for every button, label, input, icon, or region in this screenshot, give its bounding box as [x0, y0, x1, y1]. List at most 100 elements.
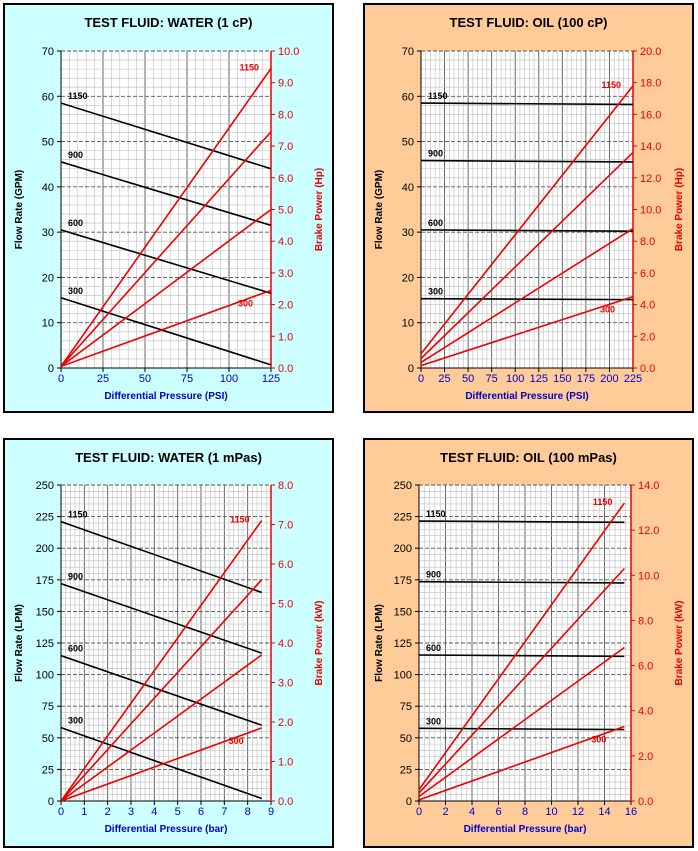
y2-tick-label: 20.0	[640, 46, 661, 58]
x-tick-label: 0	[58, 373, 64, 385]
x-tick-label: 1	[81, 806, 87, 818]
x-tick-label: 25	[438, 373, 450, 385]
chart-panel-oil-lpm: TEST FLUID: OIL (100 mPas) 0 2 4 6 8 10 12 14 16 0…	[363, 438, 694, 848]
x-tick-label: 225	[624, 373, 642, 385]
chart-title: TEST FLUID: WATER (1 cP)	[84, 15, 252, 30]
x-tick-label: 4	[151, 806, 157, 818]
power-label-bottom: 300	[229, 736, 244, 746]
x-tick-label: 10	[545, 806, 557, 818]
power-label-top: 1150	[593, 497, 613, 507]
y-tick-label: 40	[42, 182, 54, 194]
flow-line-300	[61, 726, 262, 800]
y-tick-label: 70	[402, 46, 414, 58]
y-axis-label: Flow Rate (LPM)	[14, 604, 25, 682]
y-tick-label: 60	[402, 91, 414, 103]
power-line-300	[61, 289, 271, 368]
y-tick-label: 50	[400, 733, 412, 745]
y2-axis-label: Brake Power (Hp)	[314, 168, 325, 251]
flow-label-1150: 1150	[426, 509, 446, 519]
y-tick-label: 50	[402, 137, 414, 149]
y-tick-label: 10	[402, 318, 414, 330]
y-tick-label: 25	[400, 764, 412, 776]
y2-tick-label: 12.0	[638, 525, 659, 537]
y-tick-label: 60	[42, 91, 54, 103]
power-line-900	[421, 151, 633, 360]
flow-line-900	[61, 161, 271, 227]
y2-tick-label: 6.0	[278, 173, 293, 185]
x-tick-label: 2	[442, 806, 448, 818]
y-tick-label: 250	[394, 480, 412, 492]
power-line-900	[61, 579, 263, 801]
power-line-1150	[421, 85, 633, 355]
y-tick-label: 10	[42, 318, 54, 330]
flow-label-600: 600	[68, 218, 83, 228]
flow-line-300	[419, 727, 625, 731]
flow-line-900	[61, 582, 262, 654]
flow-line-600	[421, 229, 633, 233]
y-tick-label: 20	[42, 272, 54, 284]
y-tick-label: 50	[42, 733, 54, 745]
flow-label-600: 600	[426, 643, 441, 653]
y-tick-label: 100	[36, 670, 54, 682]
flow-line-1150	[419, 520, 625, 524]
y2-tick-label: 2.0	[278, 300, 293, 312]
x-tick-label: 0	[416, 806, 422, 818]
plot-area	[421, 51, 633, 368]
flow-line-300	[421, 297, 633, 301]
power-line-300	[61, 727, 262, 801]
flow-label-1150: 1150	[68, 91, 88, 101]
flow-label-600: 600	[428, 218, 443, 228]
chart-panel-water-gpm: TEST FLUID: WATER (1 cP) 0 25 50 75 100 125 0 10…	[3, 3, 334, 413]
y2-tick-label: 8.0	[278, 480, 293, 492]
y-tick-label: 150	[394, 606, 412, 618]
chart-panel-oil-gpm: TEST FLUID: OIL (100 cP) 0 25 50 75 100 125 150…	[363, 3, 694, 413]
x-axis-label: Differential Pressure (PSI)	[465, 391, 588, 402]
power-line-300	[419, 725, 625, 801]
y2-tick-label: 8.0	[640, 236, 655, 248]
chart-title: TEST FLUID: OIL (100 mPas)	[440, 450, 617, 465]
y2-tick-label: 2.0	[638, 751, 653, 763]
x-tick-label: 6	[198, 806, 204, 818]
power-line-600	[419, 646, 625, 798]
flow-line-300	[61, 297, 271, 366]
x-tick-label: 2	[105, 806, 111, 818]
chart-panel-water-lpm: TEST FLUID: WATER (1 mPas) 0 1 2 3 4 5 6 7 8 9 0 25 5…	[3, 438, 334, 848]
power-line-1150	[61, 67, 271, 367]
x-tick-label: 9	[268, 806, 274, 818]
y2-tick-label: 1.0	[278, 331, 293, 343]
flow-line-600	[419, 654, 625, 658]
power-line-600	[61, 208, 271, 368]
y-tick-label: 250	[36, 480, 54, 492]
y-tick-label: 0	[48, 796, 54, 808]
flow-label-300: 300	[428, 287, 443, 297]
flow-label-300: 300	[68, 716, 83, 726]
y2-tick-label: 8.0	[638, 615, 653, 627]
y2-axis-label: Brake Power (Hp)	[674, 168, 685, 251]
y-axis-label: Flow Rate (GPM)	[374, 170, 385, 249]
power-label-top: 1150	[601, 80, 621, 90]
y2-tick-label: 18.0	[640, 78, 661, 90]
y2-tick-label: 6.0	[640, 268, 655, 280]
chart-svg: TEST FLUID: WATER (1 cP) 0 25 50 75 100 125 0 10…	[14, 15, 325, 402]
y2-tick-label: 0.0	[640, 363, 655, 375]
y2-tick-label: 5.0	[278, 205, 293, 217]
y-tick-label: 30	[402, 227, 414, 239]
y-tick-label: 225	[394, 512, 412, 524]
x-tick-label: 14	[598, 806, 610, 818]
y-tick-label: 100	[394, 670, 412, 682]
y2-tick-label: 9.0	[278, 78, 293, 90]
x-tick-label: 75	[486, 373, 498, 385]
y2-tick-label: 4.0	[640, 300, 655, 312]
y2-axis-label: Brake Power (kW)	[314, 600, 325, 685]
x-tick-label: 8	[245, 806, 251, 818]
flow-label-1150: 1150	[68, 510, 88, 520]
y-tick-label: 40	[402, 182, 414, 194]
flow-label-900: 900	[68, 572, 83, 582]
y2-tick-label: 14.0	[640, 141, 661, 153]
x-tick-label: 7	[221, 806, 227, 818]
flow-label-900: 900	[428, 149, 443, 159]
y2-axis-label: Brake Power (kW)	[674, 600, 685, 685]
y2-tick-label: 8.0	[278, 109, 293, 121]
y-tick-label: 0	[406, 796, 412, 808]
y2-tick-label: 0.0	[638, 796, 653, 808]
